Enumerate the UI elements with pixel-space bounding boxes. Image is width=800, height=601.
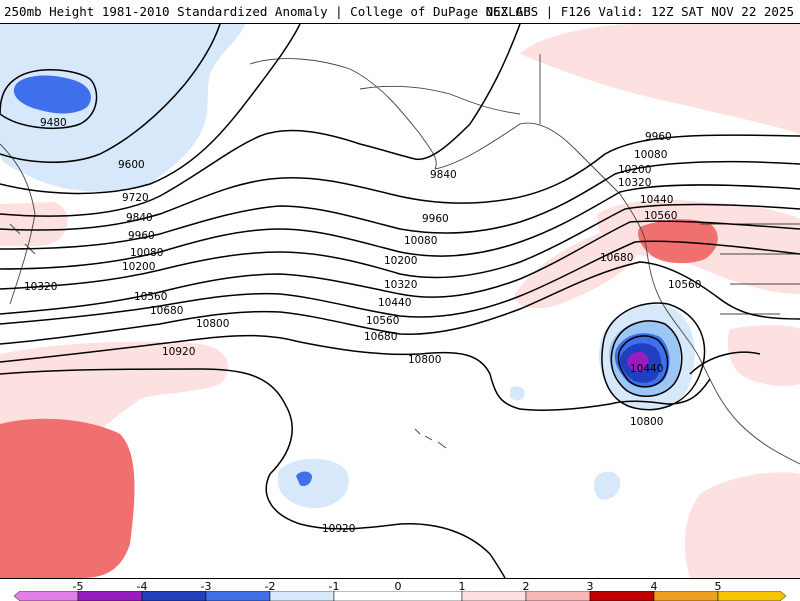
contour-label: 10200 [122, 261, 155, 273]
contour-label: 9840 [430, 169, 457, 181]
contour-label: 10560 [668, 279, 701, 291]
contour-label: 10440 [640, 194, 673, 206]
negative-anomaly-region [510, 386, 525, 401]
colorbar-tick: 3 [586, 580, 594, 593]
positive-anomaly-region [684, 472, 800, 578]
colorbar-tick: -4 [136, 580, 148, 593]
negative-anomaly-region [0, 24, 245, 192]
contour-label: 10800 [196, 318, 229, 330]
colorbar-strip [13, 591, 787, 601]
colorbar-tick: 2 [522, 580, 530, 593]
contour-label: 10320 [24, 281, 57, 293]
anomaly-shading [0, 24, 800, 578]
contour-label: 10560 [644, 210, 677, 222]
colorbar-tick: 1 [458, 580, 466, 593]
positive-anomaly-region [520, 24, 800, 134]
negative-anomaly-region [594, 471, 621, 500]
contour-label: 10800 [408, 354, 441, 366]
contour-label: 10440 [630, 363, 663, 375]
colorbar-tick: 5 [714, 580, 722, 593]
colorbar-tick: 4 [650, 580, 658, 593]
map-title: 250mb Height 1981-2010 Standardized Anom… [4, 4, 531, 19]
colorbar-tick: -3 [200, 580, 212, 593]
title-bar: 250mb Height 1981-2010 Standardized Anom… [0, 0, 800, 24]
contour-label: 10200 [618, 164, 651, 176]
positive-anomaly-region [514, 227, 640, 309]
model-run-info: 06Z GFS | F126 Valid: 12Z SAT NOV 22 202… [485, 4, 794, 19]
contour-label: 10320 [384, 279, 417, 291]
strong-negative-anomaly [13, 75, 91, 114]
contour-label: 10080 [404, 235, 437, 247]
contour-labels: 9480 9600 9720 9840 9960 10080 10200 103… [24, 117, 701, 535]
contour-label: 10560 [366, 315, 399, 327]
colorbar-swatch [717, 591, 787, 601]
contour-label: 9960 [645, 131, 672, 143]
positive-anomaly-region [0, 418, 135, 578]
contour-label: 10560 [134, 291, 167, 303]
coastlines [0, 54, 800, 465]
contour-label: 10320 [618, 177, 651, 189]
contour-label: 10920 [162, 346, 195, 358]
negative-anomaly-region [296, 471, 312, 486]
contour-label: 10800 [630, 416, 663, 428]
colorbar-tick: -2 [264, 580, 276, 593]
height-contours [0, 24, 800, 578]
contour-label: 9600 [118, 159, 145, 171]
anomaly-map[interactable]: 9480 9600 9720 9840 9960 10080 10200 103… [0, 24, 800, 578]
contour-label: 10680 [150, 305, 183, 317]
contour-label: 9960 [128, 230, 155, 242]
colorbar-tick: -1 [328, 580, 340, 593]
negative-anomaly-region [278, 458, 349, 509]
contour-label: 10920 [322, 523, 355, 535]
contour-label: 10080 [130, 247, 163, 259]
positive-anomaly-region [727, 325, 800, 386]
positive-anomaly-region [638, 219, 718, 264]
contour-label: 9480 [40, 117, 67, 129]
contour-label: 10680 [364, 331, 397, 343]
contour-label: 10200 [384, 255, 417, 267]
color-legend: -5 -4 -3 -2 -1 0 1 2 3 4 5 [0, 578, 800, 601]
contour-label: 10680 [600, 252, 633, 264]
contour-label: 9960 [422, 213, 449, 225]
contour-label: 10440 [378, 297, 411, 309]
colorbar-tick: -5 [72, 580, 84, 593]
anomaly-minimum [627, 351, 649, 372]
colorbar-tick: 0 [394, 580, 402, 593]
positive-anomaly-region [0, 202, 68, 247]
contour-label: 9720 [122, 192, 149, 204]
contour-label: 9840 [126, 212, 153, 224]
contour-label: 10080 [634, 149, 667, 161]
